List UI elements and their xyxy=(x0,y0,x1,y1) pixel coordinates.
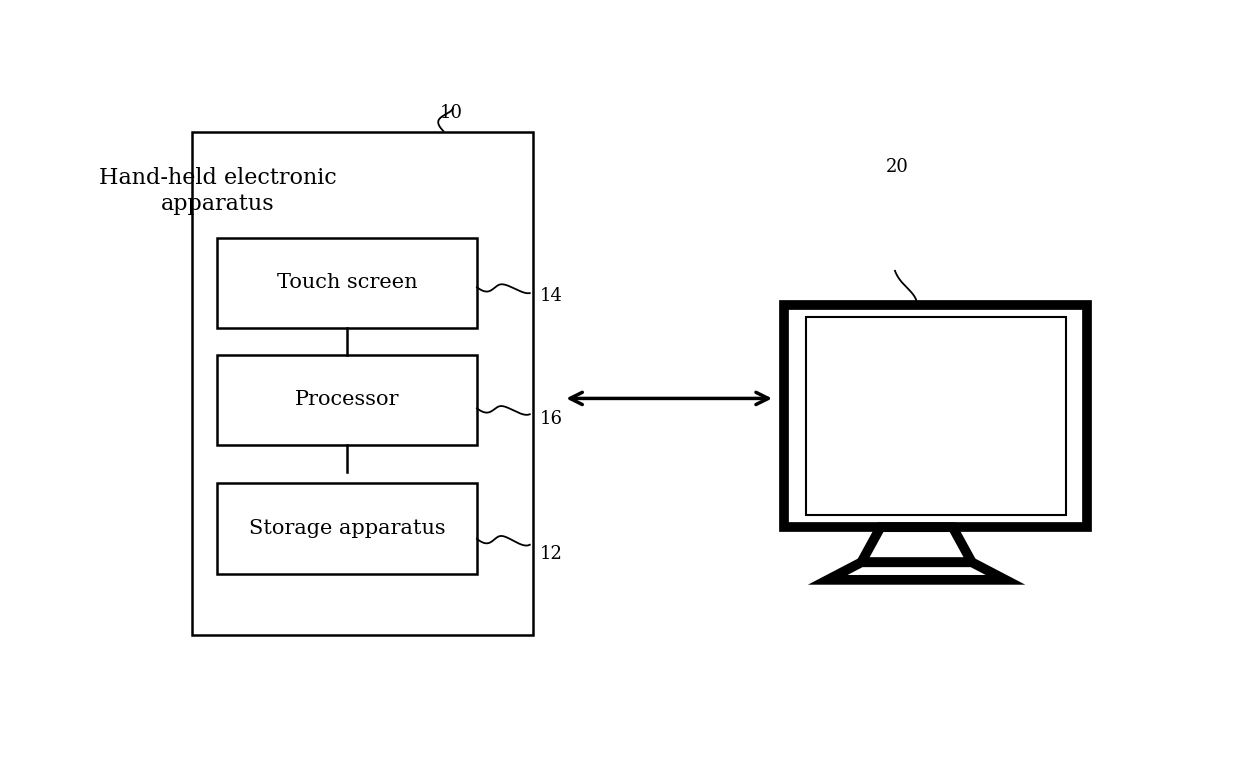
Bar xyxy=(217,483,477,574)
Text: Storage apparatus: Storage apparatus xyxy=(249,519,445,538)
Bar xyxy=(217,354,477,445)
Text: 16: 16 xyxy=(539,410,563,428)
Bar xyxy=(191,132,533,635)
Polygon shape xyxy=(828,562,1006,580)
Text: Hand-held electronic
apparatus: Hand-held electronic apparatus xyxy=(99,167,336,214)
Bar xyxy=(217,237,477,328)
Bar xyxy=(785,305,1087,527)
Text: Touch screen: Touch screen xyxy=(277,274,418,293)
Text: 14: 14 xyxy=(539,287,562,306)
Text: 20: 20 xyxy=(885,159,908,176)
Text: Processor: Processor xyxy=(295,391,399,410)
Bar xyxy=(806,316,1066,515)
Polygon shape xyxy=(862,527,972,562)
Text: 12: 12 xyxy=(539,545,562,562)
Text: 10: 10 xyxy=(439,104,463,122)
